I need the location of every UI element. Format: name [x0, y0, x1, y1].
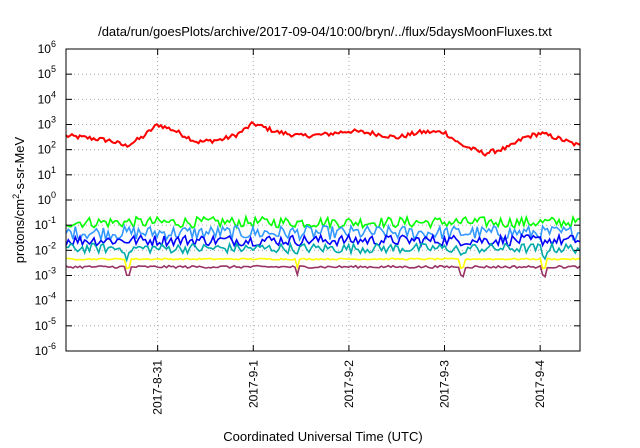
y-tick-label: 10-3	[35, 266, 56, 283]
series-lines	[65, 120, 581, 279]
x-tick-label: 2017-9-4	[533, 360, 547, 408]
y-tick-label: 101	[38, 165, 56, 182]
series-line-cyan	[65, 241, 581, 263]
series-line-red	[65, 120, 581, 157]
y-tick-label: 10-4	[35, 291, 56, 308]
y-axis-ticks: 10-6 10-5 10-4 10-3 10-2 10-1 100 101 102 103 104 1…	[35, 39, 580, 358]
y-tick-label: 104	[38, 89, 56, 106]
series-line-light-blue	[65, 223, 581, 242]
chart-title: /data/run/goesPlots/archive/2017-09-04/1…	[98, 24, 552, 39]
x-tick-label: 2017-9-2	[342, 360, 356, 408]
y-tick-label: 10-6	[35, 341, 56, 358]
x-tick-label: 2017-9-3	[438, 360, 452, 408]
y-tick-label: 103	[38, 115, 56, 132]
y-tick-label: 105	[38, 64, 56, 81]
y-tick-label: 10-5	[35, 316, 56, 333]
series-line-blue	[65, 232, 581, 249]
y-tick-label: 100	[38, 190, 56, 207]
x-tick-label: 2017-8-31	[151, 360, 165, 415]
x-tick-label: 2017-9-1	[246, 360, 260, 408]
series-line-purple	[65, 264, 581, 279]
series-line-yellow	[66, 257, 581, 271]
y-axis-title: protons/cm2-s-sr-MeV	[11, 136, 27, 263]
y-tick-label: 10-2	[35, 240, 56, 257]
y-tick-label: 102	[38, 140, 56, 157]
x-axis-ticks: 2017-8-31 2017-9-1 2017-9-2 2017-9-3 2017-9-…	[151, 49, 547, 415]
x-axis-title: Coordinated Universal Time (UTC)	[223, 429, 422, 444]
y-tick-label: 106	[38, 39, 56, 56]
y-tick-label: 10-1	[35, 215, 56, 232]
